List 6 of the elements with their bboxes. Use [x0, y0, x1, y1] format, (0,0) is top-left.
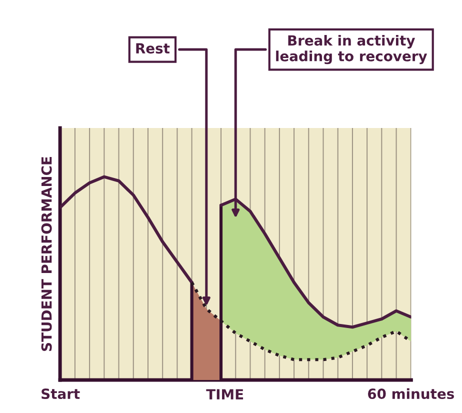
y-axis-title: STUDENT PERFORMANCE [41, 157, 52, 351]
x-tick-label: 60 minutes [368, 388, 454, 400]
x-tick-label: Start [42, 388, 80, 400]
x-axis-title: TIME [206, 389, 244, 400]
text: Break in activity leading to recovery [276, 34, 428, 64]
text: Rest [136, 43, 170, 54]
